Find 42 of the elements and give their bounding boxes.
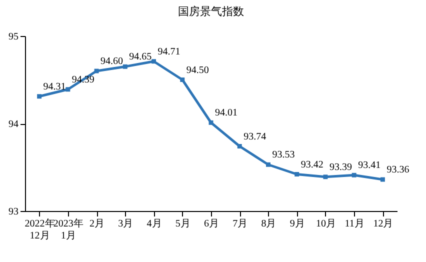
point — [180, 78, 185, 82]
x-tick-label: 10月 — [316, 218, 336, 230]
point — [266, 162, 270, 167]
point — [152, 59, 156, 64]
point — [352, 172, 356, 178]
x-tick-label: 12月 — [373, 218, 394, 230]
x-tick-label: 2月 — [90, 218, 105, 230]
x-tick-label: 4月 — [146, 218, 162, 230]
point — [294, 172, 300, 176]
data-label: 94.01 — [215, 108, 238, 119]
x-tick-label: 7月 — [232, 218, 248, 230]
point — [237, 144, 242, 148]
data-label: 94.31 — [43, 81, 66, 92]
x-tick-label: 11月 — [344, 218, 364, 230]
point — [122, 64, 128, 69]
point — [323, 174, 328, 180]
y-tick-label: 94 — [8, 119, 18, 130]
y-tick-label: 93 — [8, 206, 18, 218]
data-label: 93.36 — [386, 164, 410, 176]
data-label: 94.65 — [129, 52, 152, 63]
point — [208, 120, 214, 125]
data-label: 93.39 — [329, 162, 352, 173]
point — [66, 87, 70, 92]
x-tick-label: 8月 — [261, 218, 276, 230]
data-label: 93.74 — [244, 131, 266, 142]
data-label: 93.42 — [300, 159, 324, 170]
data-label: 94.60 — [100, 56, 124, 67]
x-tick-label: 2022年 12月 — [24, 218, 55, 242]
data-label: 93.53 — [272, 150, 295, 161]
chart-title: 国房景气指数 — [178, 5, 244, 18]
data-label: 94.50 — [186, 64, 209, 76]
x-tick-label: 6月 — [204, 218, 219, 230]
point — [94, 68, 99, 74]
x-tick-label: 5月 — [175, 218, 190, 230]
x-tick-label: 9月 — [290, 218, 305, 230]
x-tick-label: 2023年 1月 — [53, 218, 84, 242]
y-tick-label: 95 — [8, 32, 18, 42]
point — [37, 94, 42, 99]
data-label: 94.71 — [158, 46, 180, 58]
point — [380, 177, 385, 182]
x-tick-label: 3月 — [118, 218, 134, 230]
data-label: 93.41 — [358, 160, 381, 172]
